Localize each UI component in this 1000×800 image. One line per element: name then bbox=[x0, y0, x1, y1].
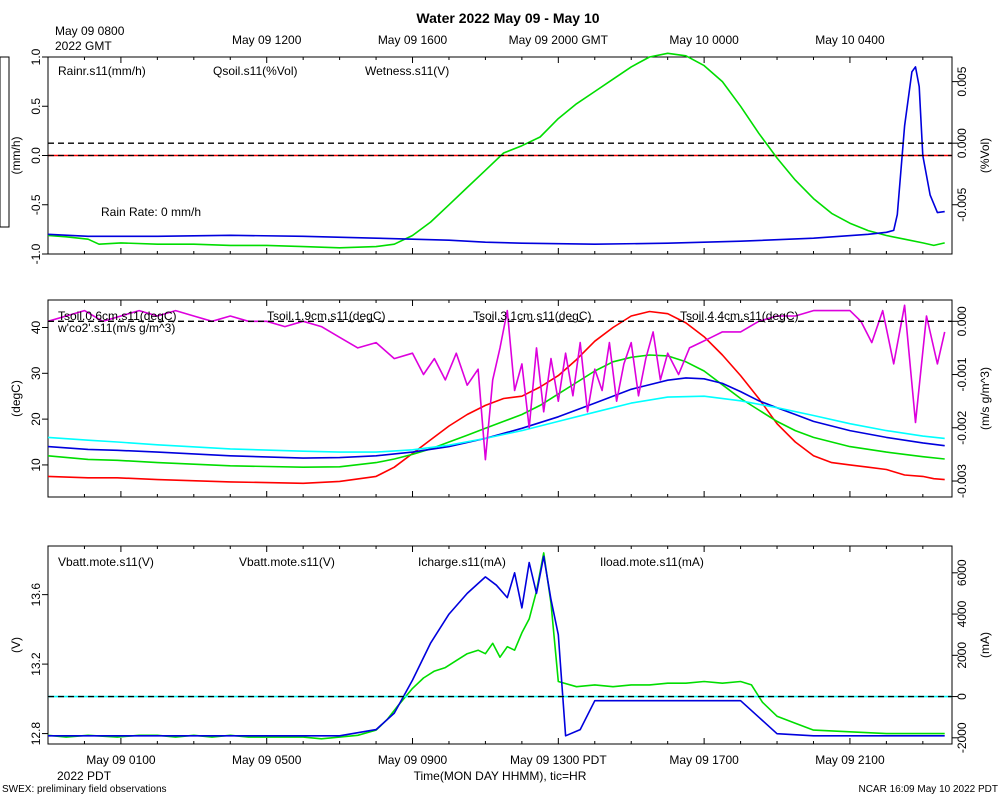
bottom-axis-tick-label: May 09 1700 bbox=[669, 753, 739, 767]
top-axis-tick-label: May 10 0000 bbox=[669, 33, 739, 47]
left-axis-tick-label: 12.8 bbox=[29, 722, 43, 746]
top-axis-start-line1: May 09 0800 bbox=[55, 24, 125, 38]
footer-left: SWEX: preliminary field observations bbox=[2, 784, 167, 795]
legend-label: Tsoil.0.6cm.s11(degC) bbox=[58, 309, 177, 323]
left-axis-label: (mm/h) bbox=[9, 137, 23, 175]
right-axis-tick-label: 0 bbox=[955, 693, 969, 700]
bottom-axis-tick-label: May 09 1300 PDT bbox=[510, 753, 607, 767]
left-axis-tick-label: 10 bbox=[29, 458, 43, 472]
left-axis-tick-label: -1.0 bbox=[29, 243, 43, 264]
series-line bbox=[47, 66, 945, 245]
series-line bbox=[47, 304, 946, 461]
right-axis-tick-label: 0.000 bbox=[955, 128, 969, 158]
right-axis-tick-label: -0.001 bbox=[955, 357, 969, 391]
right-axis-tick-label: 0.005 bbox=[955, 66, 969, 96]
bottom-axis-tick-label: May 09 0100 bbox=[86, 753, 156, 767]
left-axis-tick-label: 13.2 bbox=[29, 652, 43, 676]
legend-label: Rainr.s11(mm/h) bbox=[58, 64, 146, 78]
bottom-axis-tick-label: May 09 0900 bbox=[378, 753, 448, 767]
bottom-axis-start: 2022 PDT bbox=[57, 769, 112, 783]
right-axis-tick-label: -2000 bbox=[955, 722, 969, 753]
footer-right: NCAR 16:09 May 10 2022 PDT bbox=[858, 784, 998, 795]
series-line bbox=[48, 555, 945, 737]
plot-frame bbox=[47, 545, 953, 745]
bottom-axis-labels: May 09 0100 May 09 0500 May 09 0900 May 09 … bbox=[86, 753, 885, 767]
right-axis-label: (%Vol) bbox=[978, 138, 992, 173]
left-axis-tick-label: 20 bbox=[29, 412, 43, 426]
legend-label: Vbatt.mote.s11(V) bbox=[239, 555, 335, 569]
legend-label: Icharge.s11(mA) bbox=[418, 555, 506, 569]
left-edge-bracket bbox=[0, 56, 10, 228]
right-axis-tick-label: 6000 bbox=[955, 559, 969, 586]
top-axis-tick-label: May 10 0400 bbox=[815, 33, 885, 47]
left-axis-tick-label: -0.5 bbox=[29, 194, 43, 215]
series-line bbox=[47, 395, 945, 453]
legend-label: Tsoil.3.1cm.s11(degC) bbox=[473, 309, 592, 323]
left-axis-tick-label: 0.5 bbox=[29, 98, 43, 115]
left-axis-label: (degC) bbox=[9, 380, 23, 417]
legend-label: Wetness.s11(V) bbox=[365, 64, 449, 78]
bottom-axis-tick-label: May 09 2100 bbox=[815, 753, 885, 767]
right-axis-tick-label: 0.000 bbox=[955, 306, 969, 336]
top-axis-tick-label: May 09 2000 GMT bbox=[509, 33, 609, 47]
left-axis-label: (V) bbox=[9, 637, 23, 653]
bottom-axis-tick-label: May 09 0500 bbox=[232, 753, 302, 767]
series-line bbox=[47, 552, 945, 740]
legend-label: Tsoil.4.4cm.s11(degC) bbox=[680, 309, 799, 323]
left-axis-tick-label: 0.0 bbox=[29, 147, 43, 164]
left-axis-tick-label: 13.6 bbox=[29, 583, 43, 607]
series-line bbox=[47, 354, 945, 468]
right-axis-tick-label: -0.002 bbox=[955, 410, 969, 444]
right-axis-tick-label: -0.005 bbox=[955, 187, 969, 221]
top-axis-labels: May 09 1200 May 09 1600 May 09 2000 GMT May… bbox=[232, 33, 885, 47]
left-axis-tick-label: 40 bbox=[29, 320, 43, 334]
legend-label: w'co2'.s11(m/s g/m^3) bbox=[57, 321, 175, 335]
legend-label: Tsoil.1.9cm.s11(degC) bbox=[267, 309, 386, 323]
right-axis-label: (m/s g/m^3) bbox=[978, 367, 992, 430]
top-axis-start-line2: 2022 GMT bbox=[55, 39, 112, 53]
series-line bbox=[47, 377, 945, 459]
rain-rate-annotation: Rain Rate: 0 mm/h bbox=[101, 205, 201, 219]
panel-soil-temperature: 10 20 30 40 0.000 -0.001 -0.002 -0.003 (degC) (m/… bbox=[9, 299, 992, 498]
plot-frame bbox=[47, 299, 953, 498]
series-line bbox=[47, 52, 945, 249]
legend-label: Vbatt.mote.s11(V) bbox=[58, 555, 154, 569]
right-axis-tick-label: 4000 bbox=[955, 600, 969, 627]
top-axis-tick-label: May 09 1600 bbox=[378, 33, 448, 47]
top-axis-tick-label: May 09 1200 bbox=[232, 33, 302, 47]
right-axis-tick-label: 2000 bbox=[955, 642, 969, 669]
series-line bbox=[47, 310, 945, 485]
x-axis-label: Time(MON DAY HHMM), tic=HR bbox=[414, 769, 587, 783]
legend-label: Qsoil.s11(%Vol) bbox=[213, 64, 297, 78]
panel-power: 12.8 13.2 13.6 6000 4000 2000 0 -2000 (V) (mA) Vba… bbox=[9, 545, 992, 753]
left-axis-tick-label: 1.0 bbox=[29, 48, 43, 65]
left-axis-tick-label: 30 bbox=[29, 366, 43, 380]
legend-label: Iload.mote.s11(mA) bbox=[600, 555, 704, 569]
panel-water: 1.0 0.5 0.0 -0.5 -1.0 0.005 0.000 -0.005 (mm/h) (… bbox=[9, 48, 992, 264]
right-axis-tick-label: -0.003 bbox=[955, 464, 969, 498]
figure-title: Water 2022 May 09 - May 10 bbox=[416, 10, 599, 26]
right-axis-label: (mA) bbox=[978, 632, 992, 658]
